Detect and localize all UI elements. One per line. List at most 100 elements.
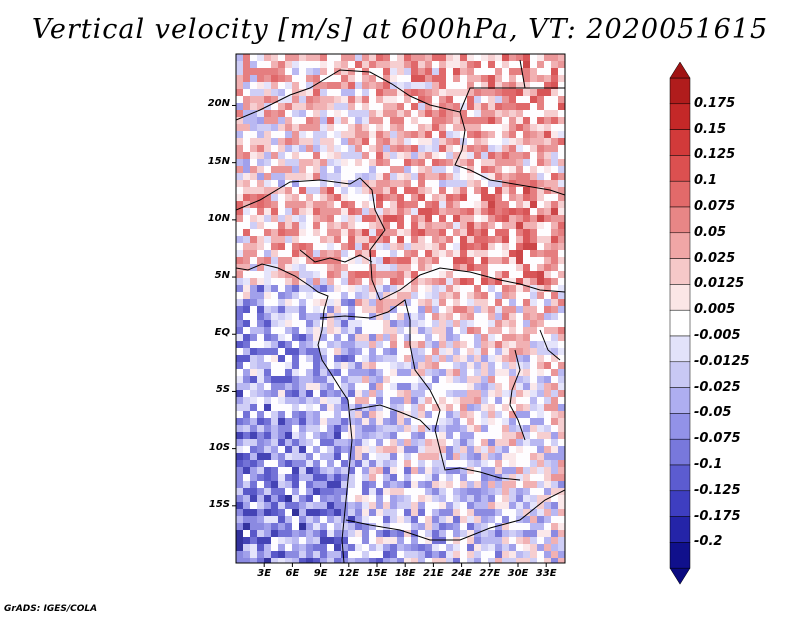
field-cell bbox=[264, 138, 271, 145]
field-cell bbox=[369, 306, 376, 313]
field-cell bbox=[530, 89, 537, 96]
field-cell bbox=[474, 481, 481, 488]
field-cell bbox=[404, 152, 411, 159]
field-cell bbox=[362, 481, 369, 488]
field-cell bbox=[481, 558, 488, 563]
field-cell bbox=[488, 544, 495, 551]
field-cell bbox=[327, 257, 334, 264]
field-cell bbox=[341, 278, 348, 285]
field-cell bbox=[404, 334, 411, 341]
field-cell bbox=[516, 271, 523, 278]
colorbar-level-label: -0.075 bbox=[694, 431, 741, 447]
field-cell bbox=[558, 194, 565, 201]
field-cell bbox=[376, 103, 383, 110]
field-cell bbox=[488, 495, 495, 502]
field-cell bbox=[404, 131, 411, 138]
field-cell bbox=[271, 558, 278, 563]
field-cell bbox=[558, 229, 565, 236]
field-cell bbox=[327, 418, 334, 425]
field-cell bbox=[299, 481, 306, 488]
field-cell bbox=[474, 208, 481, 215]
field-cell bbox=[243, 348, 250, 355]
field-cell bbox=[327, 110, 334, 117]
field-cell bbox=[327, 173, 334, 180]
field-cell bbox=[299, 327, 306, 334]
field-cell bbox=[376, 75, 383, 82]
field-cell bbox=[348, 397, 355, 404]
field-cell bbox=[299, 544, 306, 551]
field-cell bbox=[439, 376, 446, 383]
field-cell bbox=[306, 229, 313, 236]
field-cell bbox=[537, 488, 544, 495]
field-cell bbox=[271, 439, 278, 446]
field-cell bbox=[320, 110, 327, 117]
field-cell bbox=[474, 138, 481, 145]
field-cell bbox=[509, 159, 516, 166]
field-cell bbox=[306, 376, 313, 383]
field-cell bbox=[439, 180, 446, 187]
field-cell bbox=[495, 355, 502, 362]
field-cell bbox=[530, 327, 537, 334]
field-cell bbox=[467, 523, 474, 530]
field-cell bbox=[306, 236, 313, 243]
field-cell bbox=[411, 453, 418, 460]
field-cell bbox=[362, 201, 369, 208]
field-cell bbox=[509, 551, 516, 558]
field-cell bbox=[551, 495, 558, 502]
field-cell bbox=[558, 124, 565, 131]
field-cell bbox=[250, 229, 257, 236]
field-cell bbox=[285, 418, 292, 425]
field-cell bbox=[285, 488, 292, 495]
field-cell bbox=[271, 250, 278, 257]
field-cell bbox=[502, 75, 509, 82]
field-cell bbox=[383, 362, 390, 369]
field-cell bbox=[467, 285, 474, 292]
field-cell bbox=[558, 453, 565, 460]
field-cell bbox=[285, 215, 292, 222]
field-cell bbox=[404, 292, 411, 299]
field-cell bbox=[516, 376, 523, 383]
field-cell bbox=[278, 54, 285, 61]
field-cell bbox=[453, 306, 460, 313]
field-cell bbox=[292, 145, 299, 152]
field-cell bbox=[278, 124, 285, 131]
field-cell bbox=[488, 89, 495, 96]
field-cell bbox=[285, 103, 292, 110]
field-cell bbox=[558, 439, 565, 446]
field-cell bbox=[446, 257, 453, 264]
field-cell bbox=[551, 327, 558, 334]
field-cell bbox=[369, 390, 376, 397]
field-cell bbox=[544, 362, 551, 369]
field-cell bbox=[502, 411, 509, 418]
field-cell bbox=[264, 159, 271, 166]
field-cell bbox=[236, 243, 243, 250]
field-cell bbox=[516, 201, 523, 208]
field-cell bbox=[558, 82, 565, 89]
field-cell bbox=[250, 208, 257, 215]
field-cell bbox=[320, 362, 327, 369]
field-cell bbox=[285, 383, 292, 390]
field-cell bbox=[285, 285, 292, 292]
field-cell bbox=[509, 257, 516, 264]
field-cell bbox=[397, 474, 404, 481]
field-cell bbox=[558, 320, 565, 327]
field-cell bbox=[544, 103, 551, 110]
field-cell bbox=[236, 488, 243, 495]
field-cell bbox=[285, 460, 292, 467]
field-cell bbox=[264, 446, 271, 453]
field-cell bbox=[355, 306, 362, 313]
field-cell bbox=[495, 278, 502, 285]
field-cell bbox=[243, 152, 250, 159]
field-cell bbox=[397, 502, 404, 509]
field-cell bbox=[243, 411, 250, 418]
field-cell bbox=[439, 425, 446, 432]
field-cell bbox=[362, 173, 369, 180]
field-cell bbox=[278, 383, 285, 390]
field-cell bbox=[236, 201, 243, 208]
field-cell bbox=[551, 229, 558, 236]
field-cell bbox=[537, 236, 544, 243]
field-cell bbox=[278, 453, 285, 460]
field-cell bbox=[236, 390, 243, 397]
field-cell bbox=[250, 257, 257, 264]
field-cell bbox=[523, 544, 530, 551]
